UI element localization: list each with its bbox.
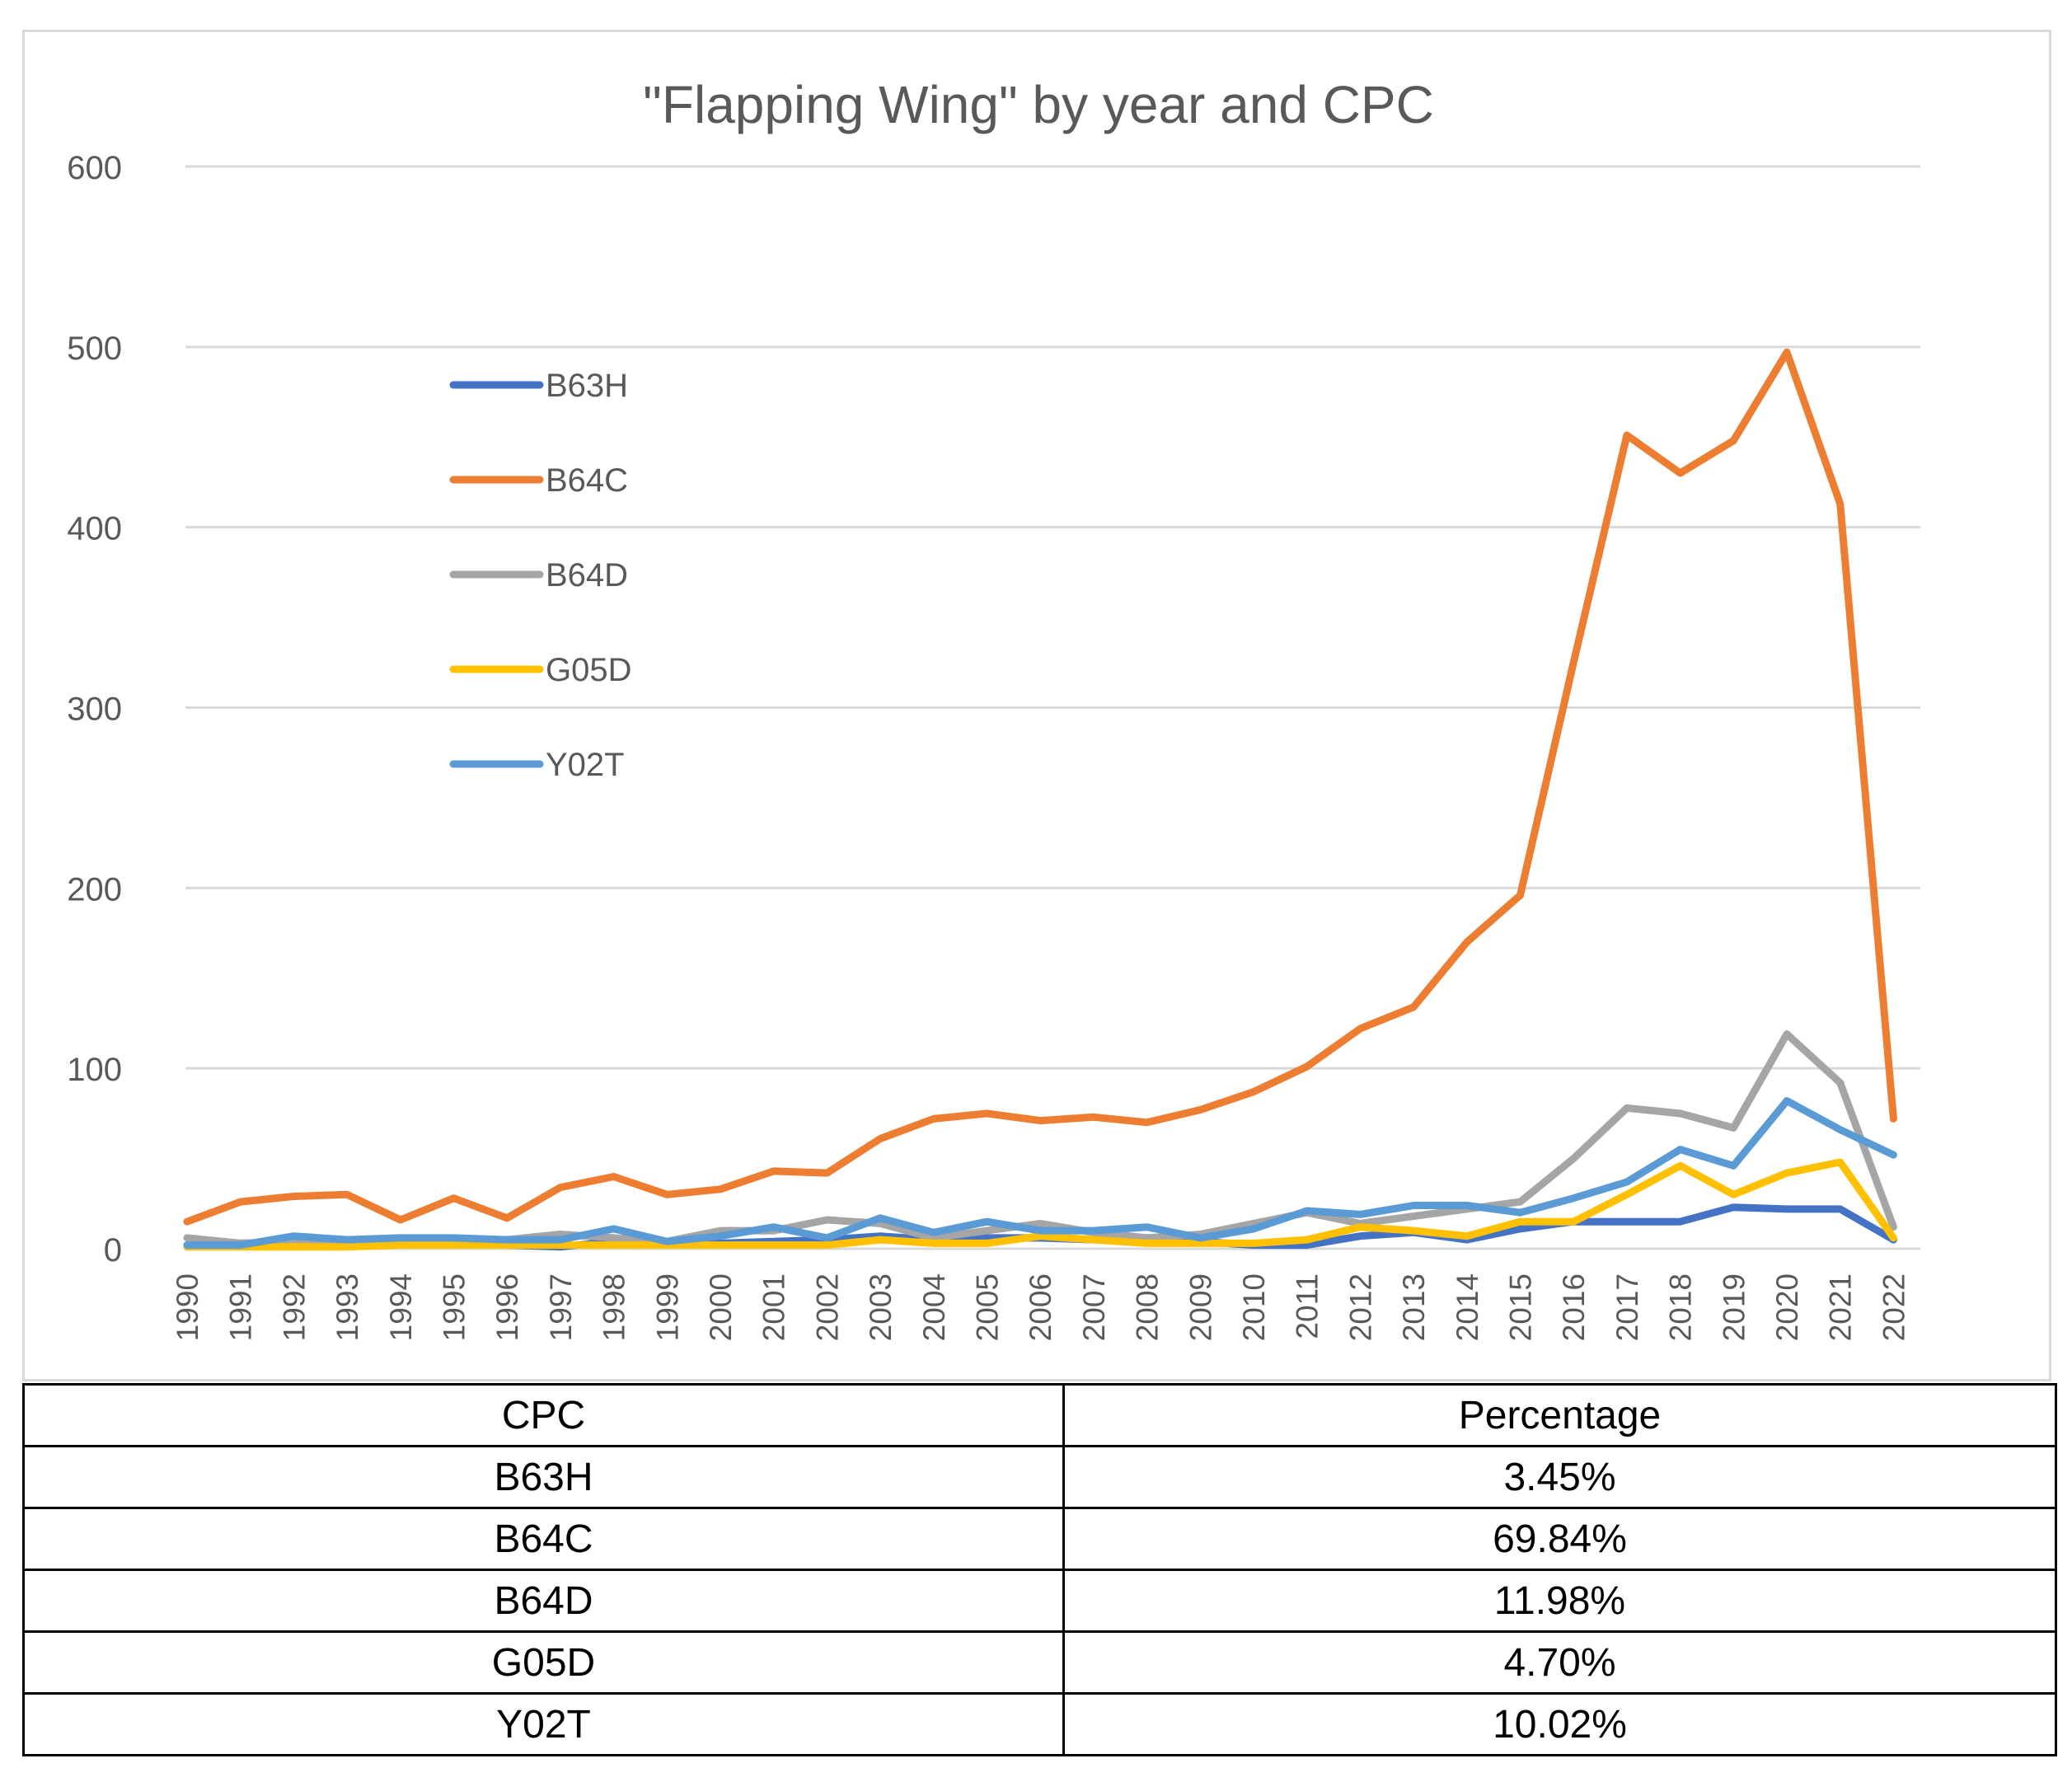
x-tick-label: 2018 xyxy=(1664,1273,1698,1341)
x-tick-label: 1994 xyxy=(384,1273,418,1341)
x-tick-label: 1999 xyxy=(650,1273,684,1341)
x-tick-label: 2000 xyxy=(704,1273,738,1341)
table-cell-percentage: 11.98% xyxy=(1062,1569,2057,1633)
x-tick-label: 2021 xyxy=(1824,1273,1858,1341)
x-tick-label: 2004 xyxy=(917,1273,951,1341)
x-axis-ticks: 1990 1991 1992 1993 1994 1995 1996 1997 1998 1999… xyxy=(171,1273,1910,1341)
x-tick-label: 2019 xyxy=(1717,1273,1751,1341)
legend-label-b64d: B64D xyxy=(546,557,628,593)
x-tick-label: 2010 xyxy=(1237,1273,1271,1341)
chart-title: "Flapping Wing" by year and CPC xyxy=(643,75,1434,134)
table-cell-cpc: B64C xyxy=(22,1507,1065,1571)
x-tick-label: 2017 xyxy=(1610,1273,1644,1341)
table-header-row: CPC Percentage xyxy=(22,1383,2057,1447)
x-tick-label: 2006 xyxy=(1024,1273,1057,1341)
table-row: G05D 4.70% xyxy=(22,1630,2057,1695)
table-row: B63H 3.45% xyxy=(22,1445,2057,1509)
y-tick-label: 0 xyxy=(104,1232,122,1269)
legend: B63H B64C B64D G05D Y02T xyxy=(449,368,632,783)
gridlines xyxy=(185,165,1920,1250)
x-tick-label: 1993 xyxy=(330,1273,364,1341)
y-tick-label: 600 xyxy=(67,150,122,186)
x-tick-label: 2011 xyxy=(1291,1273,1324,1339)
x-tick-label: 2009 xyxy=(1184,1273,1217,1341)
table-cell-cpc: G05D xyxy=(22,1630,1065,1695)
series-line-g05d xyxy=(183,1158,1897,1251)
table-cell-cpc: B64D xyxy=(22,1569,1065,1633)
cpc-percentage-table: CPC Percentage B63H 3.45% B64C 69.84% B6… xyxy=(22,1383,2057,1756)
x-tick-label: 2012 xyxy=(1343,1273,1377,1341)
x-tick-label: 2015 xyxy=(1504,1273,1538,1341)
x-tick-label: 2014 xyxy=(1451,1273,1484,1341)
table-row: B64D 11.98% xyxy=(22,1569,2057,1633)
x-tick-label: 2001 xyxy=(757,1273,791,1341)
y-axis-ticks: 0 100 200 300 400 500 600 xyxy=(67,150,122,1269)
x-tick-label: 2002 xyxy=(810,1273,844,1341)
x-tick-label: 2007 xyxy=(1077,1273,1111,1341)
legend-label-b64c: B64C xyxy=(546,462,628,499)
table-header-cpc: CPC xyxy=(22,1383,1065,1447)
y-tick-label: 300 xyxy=(67,692,122,728)
x-tick-label: 1992 xyxy=(277,1273,311,1341)
y-tick-label: 200 xyxy=(67,871,122,907)
series-lines xyxy=(183,348,1897,1251)
series-line-y02t xyxy=(183,1097,1897,1250)
table-cell-percentage: 4.70% xyxy=(1062,1630,2057,1695)
x-tick-label: 2005 xyxy=(971,1273,1005,1341)
table-header-percentage: Percentage xyxy=(1062,1383,2057,1447)
legend-label-y02t: Y02T xyxy=(546,747,625,783)
table-row: B64C 69.84% xyxy=(22,1507,2057,1571)
y-tick-label: 400 xyxy=(67,511,122,547)
x-tick-label: 2016 xyxy=(1557,1273,1591,1341)
table-cell-cpc: B63H xyxy=(22,1445,1065,1509)
x-tick-label: 1997 xyxy=(544,1273,578,1341)
x-tick-label: 1990 xyxy=(171,1273,204,1341)
table-cell-percentage: 69.84% xyxy=(1062,1507,2057,1571)
table-cell-percentage: 10.02% xyxy=(1062,1692,2057,1756)
legend-label-g05d: G05D xyxy=(546,652,632,688)
x-tick-label: 2008 xyxy=(1131,1273,1165,1341)
line-chart: "Flapping Wing" by year and CPC 01002003… xyxy=(67,75,1920,1341)
table-cell-percentage: 3.45% xyxy=(1062,1445,2057,1509)
y-tick-label: 100 xyxy=(67,1052,122,1088)
x-tick-label: 1991 xyxy=(224,1273,258,1341)
x-tick-label: 2020 xyxy=(1770,1273,1804,1341)
series-line-b64d xyxy=(183,1030,1897,1247)
table-cell-cpc: Y02T xyxy=(22,1692,1065,1756)
legend-label-b63h: B63H xyxy=(546,368,628,404)
x-tick-label: 1996 xyxy=(490,1273,524,1341)
x-tick-label: 2003 xyxy=(864,1273,898,1341)
y-tick-label: 500 xyxy=(67,331,122,367)
x-tick-label: 2022 xyxy=(1877,1273,1910,1341)
chart-frame: "Flapping Wing" by year and CPC 0 100 200 3… xyxy=(22,30,2051,1381)
table-row: Y02T 10.02% xyxy=(22,1692,2057,1756)
x-tick-label: 2013 xyxy=(1397,1273,1431,1341)
series-line-b64c xyxy=(183,348,1897,1226)
x-tick-label: 1998 xyxy=(598,1273,631,1341)
x-tick-label: 1995 xyxy=(438,1273,471,1341)
